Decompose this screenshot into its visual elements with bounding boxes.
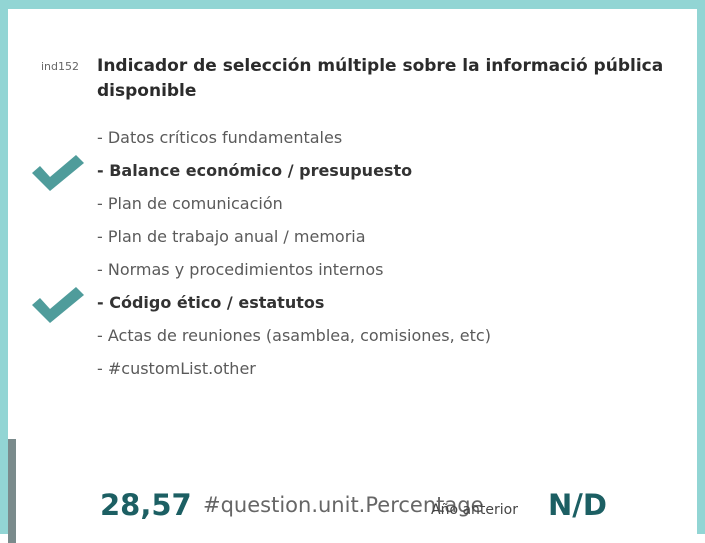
unit: #question.unit.Percentage bbox=[203, 493, 484, 517]
list-item: - #customList.other bbox=[97, 359, 256, 378]
border-accent bbox=[8, 439, 16, 543]
check-shape bbox=[32, 287, 84, 323]
indicator-id: ind152 bbox=[41, 60, 80, 73]
indicator-title: Indicador de selección múltiple sobre la… bbox=[97, 56, 664, 101]
check-icon bbox=[32, 155, 84, 191]
list-item: - Balance económico / presupuesto bbox=[97, 161, 413, 180]
previous-value: N/D bbox=[548, 488, 607, 522]
list-item: - Código ético / estatutos bbox=[97, 293, 325, 312]
value: 28,57 bbox=[100, 488, 192, 522]
list-item: - Datos críticos fundamentales bbox=[97, 128, 343, 147]
list-item: - Actas de reuniones (asamblea, comision… bbox=[97, 326, 491, 345]
previous-label: Año anterior bbox=[431, 502, 518, 518]
check-icon bbox=[32, 287, 84, 323]
list-item: - Plan de comunicación bbox=[97, 194, 283, 213]
check-shape bbox=[32, 155, 84, 191]
list-item: - Plan de trabajo anual / memoria bbox=[97, 227, 366, 246]
list-item: - Normas y procedimientos internos bbox=[97, 260, 384, 279]
